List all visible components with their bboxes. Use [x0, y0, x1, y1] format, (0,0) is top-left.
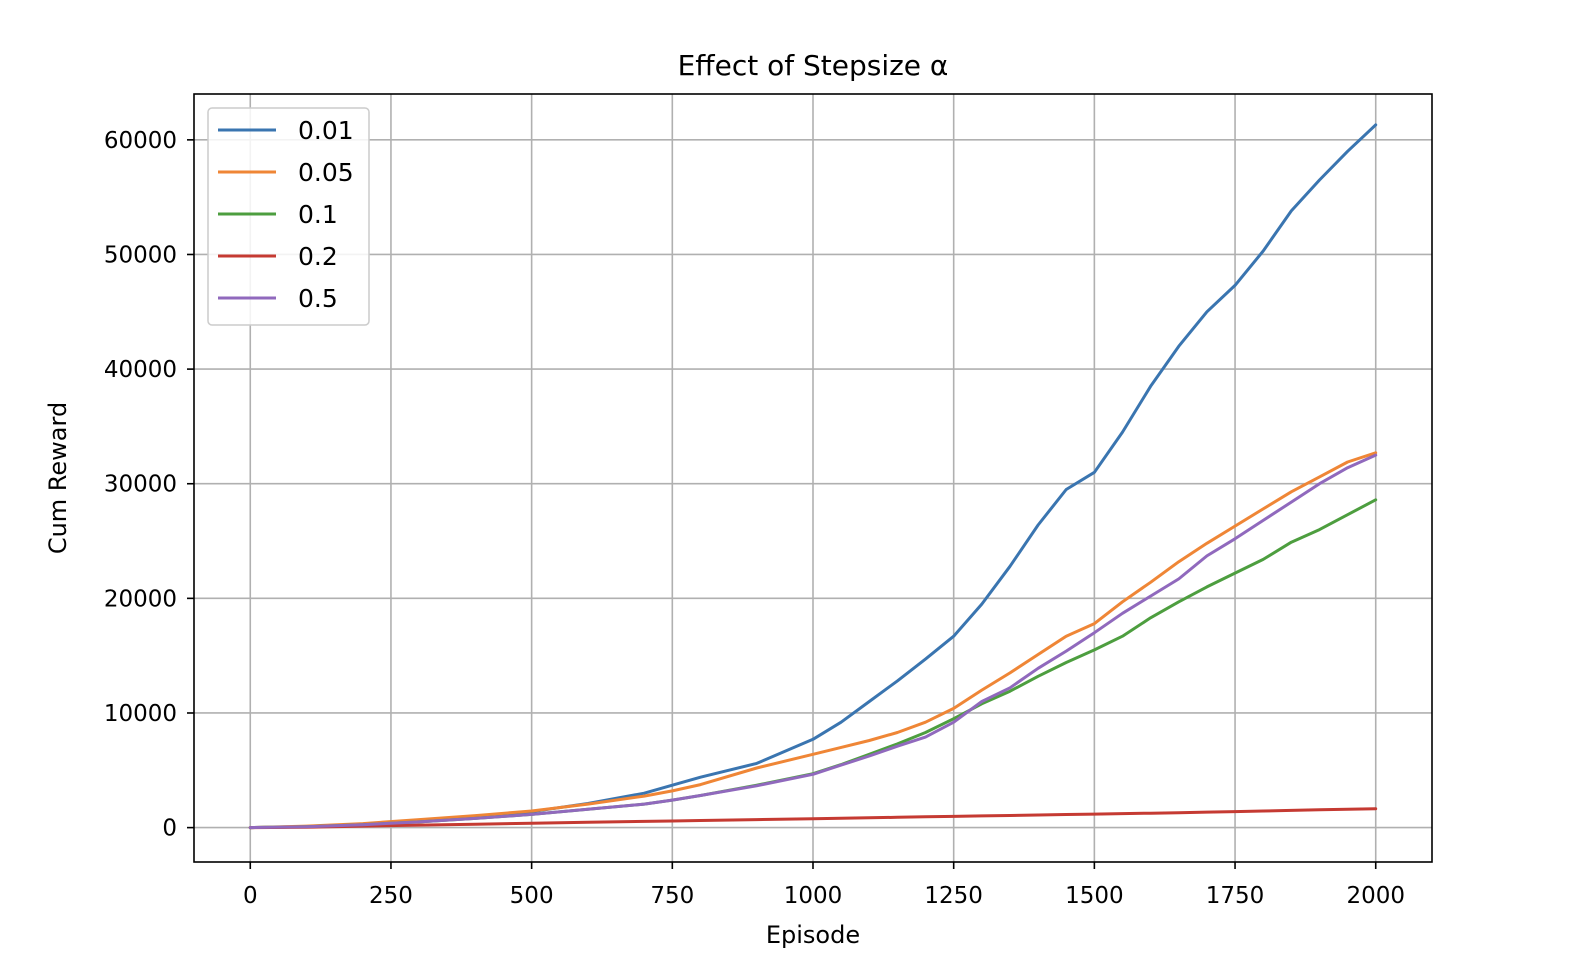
x-axis-title: Episode	[766, 921, 860, 949]
series-line-0.5	[248, 453, 1378, 830]
series-lines	[248, 123, 1378, 830]
legend-label: 0.05	[298, 158, 354, 187]
y-axis-title: Cum Reward	[44, 402, 72, 554]
series-line-0.05	[248, 451, 1378, 830]
axis-ticks: 0 250 500 750 1000 1250 1500 1750 20000100002000…	[104, 128, 1405, 909]
x-tick-label: 750	[650, 883, 694, 909]
y-tick-label: 0	[162, 816, 177, 842]
legend: 0.01 0.05 0.1 0.2 0.5	[207, 107, 370, 326]
x-tick-label: 2000	[1346, 883, 1405, 909]
legend-label: 0.1	[298, 200, 338, 229]
series-line-0.2	[248, 807, 1378, 830]
x-tick-label: 1250	[924, 883, 983, 909]
x-tick-label: 1500	[1065, 883, 1124, 909]
legend-label: 0.2	[298, 242, 338, 271]
x-tick-label: 0	[243, 883, 258, 909]
x-tick-label: 250	[369, 883, 413, 909]
legend-label: 0.5	[298, 284, 338, 313]
y-tick-label: 40000	[104, 357, 177, 383]
x-tick-label: 1750	[1206, 883, 1265, 909]
y-tick-label: 60000	[104, 128, 177, 154]
grid	[194, 94, 1432, 862]
x-tick-label: 1000	[784, 883, 843, 909]
x-tick-label: 500	[510, 883, 554, 909]
legend-label: 0.01	[298, 116, 354, 145]
y-tick-label: 50000	[104, 242, 177, 268]
y-tick-label: 10000	[104, 701, 177, 727]
chart-title: Effect of Stepsize α	[678, 49, 949, 82]
y-tick-label: 20000	[104, 586, 177, 612]
y-tick-label: 30000	[104, 472, 177, 498]
legend-box	[207, 107, 370, 326]
